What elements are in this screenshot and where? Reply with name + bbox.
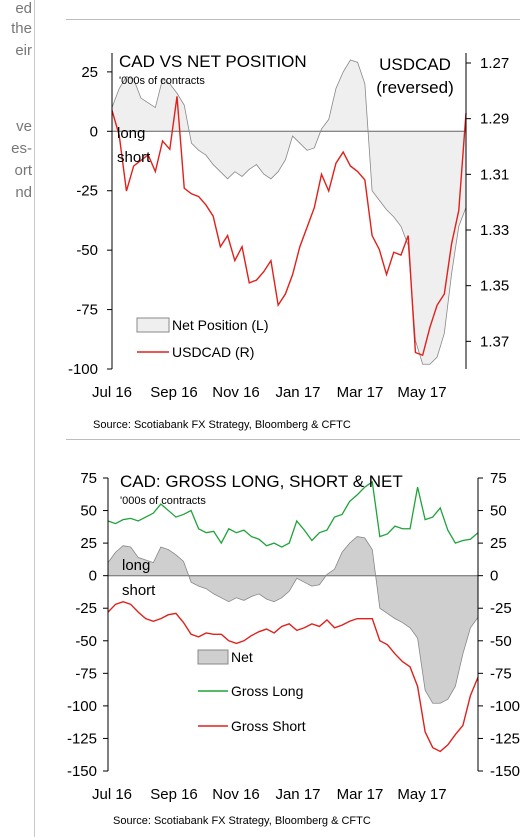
right-tick-label: 1.37 bbox=[480, 333, 509, 350]
left-axis-ticks: 25 0 -25 -50 -75 -100 bbox=[68, 64, 112, 378]
chart-cad-gross-long-short-net: 75 50 25 0 -25 -50 -75 -100 -125 -150 75 50 25 0 -25 -… bbox=[67, 470, 520, 827]
sidebar-fragment: nd bbox=[15, 184, 32, 201]
gross-short-line bbox=[107, 600, 479, 753]
sidebar-fragment: ve bbox=[16, 118, 32, 135]
gross-lines-layer bbox=[107, 480, 479, 753]
legend-label-usdcad: USDCAD (R) bbox=[172, 344, 254, 360]
right-tick-label: -125 bbox=[490, 730, 520, 747]
chart-subtitle: '000s of contracts bbox=[119, 75, 205, 87]
right-tick-label: 1.35 bbox=[480, 278, 509, 295]
right-tick-label: 1.27 bbox=[480, 55, 509, 72]
net-area bbox=[107, 536, 479, 704]
left-tick-label: -75 bbox=[76, 302, 98, 319]
sidebar-fragment: ed bbox=[15, 0, 32, 17]
left-tick-label: -125 bbox=[67, 730, 97, 747]
x-tick-label: Mar 17 bbox=[337, 786, 384, 803]
left-tick-label: -25 bbox=[76, 183, 98, 200]
chart-cad-vs-net-position: 25 0 -25 -50 -75 -100 1.27 1.29 1.31 1.33 1.35 1.3… bbox=[68, 52, 509, 431]
left-tick-label: 0 bbox=[89, 568, 97, 585]
x-axis-ticks: Jul 16 Sep 16 Nov 16 Jan 17 Mar 17 May 17 bbox=[92, 384, 447, 401]
left-tick-label: 75 bbox=[80, 470, 97, 487]
net-position-legend-swatch bbox=[136, 317, 170, 333]
sidebar-text-column: ed the eir ve es- ort nd bbox=[0, 0, 35, 837]
left-tick-label: 50 bbox=[80, 503, 97, 520]
chart-title: CAD: GROSS LONG, SHORT & NET bbox=[120, 472, 403, 491]
x-tick-label: Nov 16 bbox=[212, 786, 260, 803]
left-tick-label: 25 bbox=[80, 535, 97, 552]
right-axis-ticks: 75 50 25 0 -25 -50 -75 -100 -125 -150 bbox=[478, 470, 520, 780]
net-area-layer bbox=[107, 536, 479, 704]
right-tick-label: 1.29 bbox=[480, 111, 509, 128]
legend-label-net-position: Net Position (L) bbox=[172, 317, 268, 333]
right-tick-label: -50 bbox=[490, 633, 512, 650]
left-tick-label: -100 bbox=[68, 361, 98, 378]
left-axis-ticks: 75 50 25 0 -25 -50 -75 -100 -125 -150 bbox=[67, 470, 108, 780]
left-tick-label: -75 bbox=[75, 665, 97, 682]
x-tick-label: May 17 bbox=[397, 786, 446, 803]
x-tick-label: Jan 17 bbox=[275, 786, 320, 803]
x-axis-ticks: Jul 16 Sep 16 Nov 16 Jan 17 Mar 17 May 17 bbox=[92, 786, 447, 803]
usdcad-line-layer bbox=[111, 96, 467, 357]
right-tick-label: 50 bbox=[490, 503, 507, 520]
x-tick-label: Jul 16 bbox=[92, 786, 132, 803]
sidebar-fragment: eir bbox=[15, 42, 32, 59]
x-tick-label: Sep 16 bbox=[150, 786, 198, 803]
right-axis-title: USDCAD bbox=[379, 55, 451, 74]
right-axis-ticks: 1.27 1.29 1.31 1.33 1.35 1.37 bbox=[466, 55, 509, 350]
x-tick-label: Sep 16 bbox=[150, 384, 198, 401]
long-annotation: long bbox=[117, 125, 145, 142]
right-tick-label: -150 bbox=[490, 763, 520, 780]
x-tick-label: Jan 17 bbox=[275, 384, 320, 401]
sidebar-fragment: ort bbox=[14, 162, 32, 179]
x-tick-label: Jul 16 bbox=[92, 384, 132, 401]
left-tick-label: -50 bbox=[76, 242, 98, 259]
legend-label-gross-long: Gross Long bbox=[231, 683, 303, 699]
right-tick-label: 1.33 bbox=[480, 222, 509, 239]
left-tick-label: -50 bbox=[75, 633, 97, 650]
left-tick-label: -100 bbox=[67, 698, 97, 715]
chart-legend: Net Gross Long Gross Short bbox=[197, 649, 306, 734]
left-tick-label: 0 bbox=[90, 123, 98, 140]
right-tick-label: 25 bbox=[490, 535, 507, 552]
left-tick-label: 25 bbox=[81, 64, 98, 81]
x-tick-label: Mar 17 bbox=[337, 384, 384, 401]
right-tick-label: -25 bbox=[490, 600, 512, 617]
chart-source: Source: Scotiabank FX Strategy, Bloomber… bbox=[93, 419, 351, 431]
right-tick-label: 75 bbox=[490, 470, 507, 487]
x-tick-label: Nov 16 bbox=[212, 384, 260, 401]
sidebar-fragment: es- bbox=[11, 140, 32, 157]
short-annotation: short bbox=[122, 582, 156, 599]
right-tick-label: -75 bbox=[490, 665, 512, 682]
legend-label-gross-short: Gross Short bbox=[231, 718, 306, 734]
left-tick-label: -25 bbox=[75, 600, 97, 617]
chart-title: CAD VS NET POSITION bbox=[119, 52, 307, 71]
x-tick-label: May 17 bbox=[397, 384, 446, 401]
right-tick-label: 0 bbox=[490, 568, 498, 585]
chart-subtitle: '000s of contracts bbox=[120, 495, 206, 507]
right-axis-title: (reversed) bbox=[376, 78, 453, 97]
short-annotation: short bbox=[117, 149, 151, 166]
net-legend-swatch bbox=[197, 649, 229, 665]
gross-long-line bbox=[107, 480, 479, 548]
right-tick-label: 1.31 bbox=[480, 166, 509, 183]
middle-divider bbox=[66, 439, 520, 440]
legend-label-net: Net bbox=[231, 649, 253, 665]
net-position-area-layer bbox=[111, 59, 467, 365]
right-tick-label: -100 bbox=[490, 698, 520, 715]
usdcad-line bbox=[111, 96, 467, 357]
chart-source: Source: Scotiabank FX Strategy, Bloomber… bbox=[113, 815, 371, 827]
net-position-area bbox=[111, 59, 467, 365]
chart-legend: Net Position (L) USDCAD (R) bbox=[136, 317, 268, 360]
long-annotation: long bbox=[122, 557, 150, 574]
left-tick-label: -150 bbox=[67, 763, 97, 780]
top-divider bbox=[66, 19, 520, 20]
sidebar-fragment: the bbox=[11, 20, 32, 37]
